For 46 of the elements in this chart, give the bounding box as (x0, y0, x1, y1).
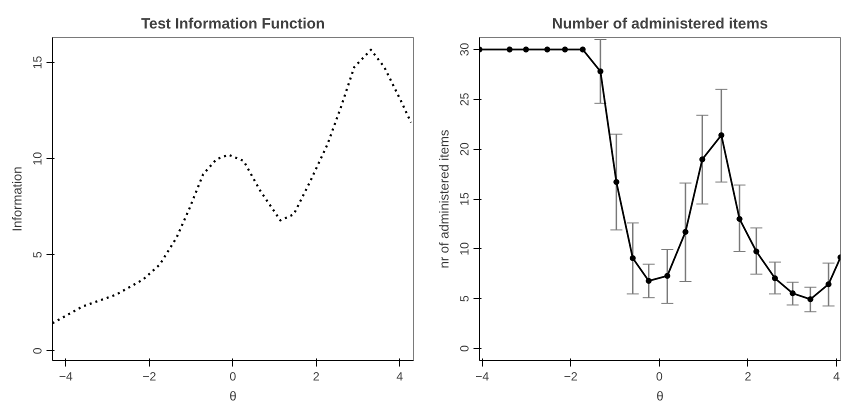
y-tick-label: 15 (458, 192, 472, 206)
point (718, 132, 724, 138)
x-tick-label: 0 (656, 370, 663, 384)
y-tick-label: 20 (458, 142, 472, 156)
point (562, 46, 568, 52)
point (682, 228, 688, 235)
x-tick-label: 2 (744, 370, 752, 384)
y-axis-title: nr of administered items (436, 129, 452, 268)
x-tick-label: −4 (59, 370, 74, 384)
y-tick-label: 30 (458, 42, 472, 56)
x-tick-label: 4 (396, 370, 404, 384)
y-tick-label: 15 (30, 55, 44, 70)
x-tick-label: 0 (229, 370, 236, 384)
x-tick-label: −2 (564, 370, 578, 384)
point (506, 46, 513, 52)
point (699, 156, 706, 162)
point (544, 46, 550, 52)
y-tick-label: 10 (458, 242, 472, 256)
point (646, 278, 652, 284)
point (613, 179, 620, 186)
chart-title: Test Information Function (141, 16, 325, 32)
point (807, 296, 814, 302)
x-tick-label: 2 (312, 370, 320, 384)
point (664, 272, 670, 279)
point (826, 281, 832, 288)
x-tick-label: −4 (475, 370, 490, 384)
point (597, 68, 604, 74)
x-axis-title: θ (229, 388, 237, 404)
y-tick-label: 5 (458, 295, 472, 302)
y-tick-label: 10 (30, 152, 44, 166)
point (523, 46, 530, 52)
point (790, 290, 796, 296)
point (753, 248, 760, 254)
y-tick-label: 5 (30, 251, 44, 258)
x-tick-label: −2 (142, 370, 156, 384)
x-tick-label: 4 (833, 370, 840, 384)
point (772, 275, 778, 282)
y-tick-label: 0 (458, 344, 472, 352)
y-tick-label: 0 (30, 347, 44, 354)
point (630, 255, 636, 262)
x-axis-title: θ (656, 388, 664, 404)
chart-title: Number of administered items (552, 16, 768, 32)
point (736, 216, 743, 222)
y-tick-label: 25 (458, 92, 472, 106)
y-axis-title: Information (10, 166, 24, 232)
point (580, 46, 586, 52)
